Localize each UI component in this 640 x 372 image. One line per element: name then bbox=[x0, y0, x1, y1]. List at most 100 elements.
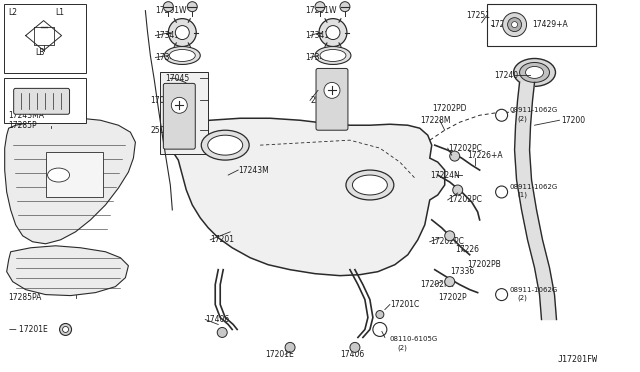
Text: 17406: 17406 bbox=[340, 350, 364, 359]
Ellipse shape bbox=[346, 170, 394, 200]
Text: 17243M: 17243M bbox=[238, 166, 269, 174]
Text: 17429+A: 17429+A bbox=[532, 20, 568, 29]
Circle shape bbox=[326, 26, 340, 39]
Text: LB: LB bbox=[36, 48, 45, 57]
Text: 08911-1062G: 08911-1062G bbox=[509, 184, 558, 190]
Text: 17341: 17341 bbox=[156, 31, 179, 40]
Text: 17201C: 17201C bbox=[390, 300, 419, 309]
Circle shape bbox=[60, 324, 72, 336]
Text: 17202PA: 17202PA bbox=[420, 280, 453, 289]
Text: 17226: 17226 bbox=[454, 245, 479, 254]
Text: 25060YA: 25060YA bbox=[310, 96, 344, 105]
Text: L2: L2 bbox=[9, 8, 18, 17]
Circle shape bbox=[373, 323, 387, 336]
Bar bbox=[4, 78, 86, 123]
Text: 17202PC: 17202PC bbox=[448, 144, 481, 153]
Bar bbox=[486, 4, 596, 45]
Text: 17224N: 17224N bbox=[430, 170, 460, 180]
Text: 17202P: 17202P bbox=[438, 293, 467, 302]
Text: 17251: 17251 bbox=[491, 20, 515, 29]
Text: 17336: 17336 bbox=[450, 267, 474, 276]
Text: 17201E: 17201E bbox=[265, 350, 294, 359]
Text: N: N bbox=[500, 292, 504, 297]
Text: 17202PC: 17202PC bbox=[430, 237, 463, 246]
Text: B: B bbox=[378, 327, 382, 332]
Text: (1): (1) bbox=[518, 192, 527, 198]
Ellipse shape bbox=[525, 67, 543, 78]
Text: 17040: 17040 bbox=[150, 96, 175, 105]
Text: 17285P: 17285P bbox=[9, 121, 37, 130]
Text: 08911-1062G: 08911-1062G bbox=[509, 286, 558, 293]
Text: 17226+A: 17226+A bbox=[468, 151, 503, 160]
Circle shape bbox=[376, 311, 384, 318]
Ellipse shape bbox=[520, 62, 550, 82]
Circle shape bbox=[495, 109, 508, 121]
Text: 17240: 17240 bbox=[495, 71, 519, 80]
Polygon shape bbox=[4, 118, 136, 244]
Text: N: N bbox=[500, 189, 504, 195]
Circle shape bbox=[511, 22, 518, 28]
Circle shape bbox=[188, 2, 197, 12]
Circle shape bbox=[445, 231, 454, 241]
Ellipse shape bbox=[315, 46, 351, 64]
FancyBboxPatch shape bbox=[13, 89, 70, 114]
Text: 17341: 17341 bbox=[305, 31, 329, 40]
Circle shape bbox=[315, 2, 325, 12]
Circle shape bbox=[163, 2, 173, 12]
Circle shape bbox=[452, 185, 463, 195]
Text: 17228M: 17228M bbox=[420, 116, 451, 125]
Text: 08911-1062G: 08911-1062G bbox=[509, 107, 558, 113]
Polygon shape bbox=[6, 246, 129, 296]
Text: (2): (2) bbox=[398, 344, 408, 351]
Circle shape bbox=[175, 26, 189, 39]
Text: 17045: 17045 bbox=[165, 74, 189, 83]
Text: 17201W: 17201W bbox=[305, 6, 337, 15]
Circle shape bbox=[319, 19, 347, 46]
Text: 17243MA: 17243MA bbox=[9, 111, 45, 120]
Text: L1: L1 bbox=[56, 8, 65, 17]
Text: J17201FW: J17201FW bbox=[557, 355, 597, 364]
Text: 17406: 17406 bbox=[205, 315, 230, 324]
Bar bbox=[161, 73, 208, 154]
Circle shape bbox=[172, 97, 188, 113]
Circle shape bbox=[285, 342, 295, 352]
Text: 17201W: 17201W bbox=[156, 6, 187, 15]
Circle shape bbox=[495, 289, 508, 301]
Text: — 17201E: — 17201E bbox=[9, 325, 47, 334]
Polygon shape bbox=[163, 118, 445, 276]
Text: 08110-6105G: 08110-6105G bbox=[390, 336, 438, 342]
Ellipse shape bbox=[201, 130, 249, 160]
Circle shape bbox=[168, 19, 196, 46]
Text: 17342: 17342 bbox=[305, 53, 329, 62]
Circle shape bbox=[350, 342, 360, 352]
Circle shape bbox=[217, 327, 227, 337]
Text: 25060Y: 25060Y bbox=[150, 126, 179, 135]
Ellipse shape bbox=[164, 46, 200, 64]
Text: 17202PD: 17202PD bbox=[432, 104, 467, 113]
Circle shape bbox=[63, 327, 68, 333]
Polygon shape bbox=[515, 82, 557, 320]
Ellipse shape bbox=[170, 49, 195, 61]
FancyBboxPatch shape bbox=[163, 83, 195, 149]
Circle shape bbox=[340, 2, 350, 12]
Text: N: N bbox=[500, 113, 504, 118]
Text: 17285PA: 17285PA bbox=[9, 293, 42, 302]
Circle shape bbox=[445, 277, 454, 286]
Text: (2): (2) bbox=[518, 294, 527, 301]
Bar bbox=[45, 152, 104, 197]
Circle shape bbox=[324, 82, 340, 98]
Ellipse shape bbox=[513, 58, 556, 86]
Ellipse shape bbox=[353, 175, 387, 195]
Text: 17342: 17342 bbox=[156, 53, 179, 62]
Text: 17202PC: 17202PC bbox=[448, 195, 481, 205]
Circle shape bbox=[508, 17, 522, 32]
Bar bbox=[4, 4, 86, 73]
Text: 17202PB: 17202PB bbox=[468, 260, 501, 269]
Circle shape bbox=[502, 13, 527, 36]
Text: 17251: 17251 bbox=[467, 11, 491, 20]
Text: 17201: 17201 bbox=[210, 235, 234, 244]
Ellipse shape bbox=[47, 168, 70, 182]
FancyBboxPatch shape bbox=[316, 68, 348, 130]
Ellipse shape bbox=[208, 135, 243, 155]
Circle shape bbox=[495, 186, 508, 198]
